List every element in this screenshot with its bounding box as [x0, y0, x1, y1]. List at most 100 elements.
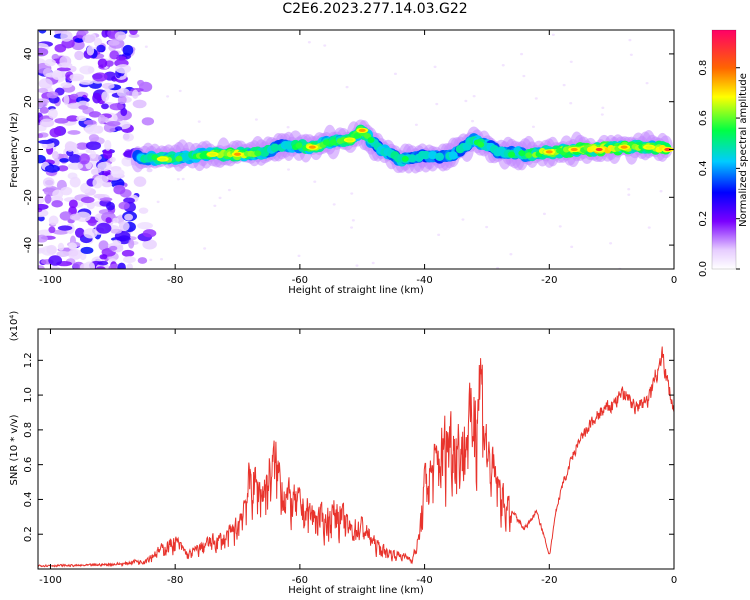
noise-blob [114, 31, 127, 41]
snr-y-ticks: 0.2 0.4 0.6 0.8 1.0 1.2 [23, 352, 674, 542]
trace-blob [448, 151, 458, 160]
noise-blob [38, 87, 49, 94]
noise-blob [112, 217, 119, 224]
noise-blob [122, 132, 134, 142]
y-tick-label: 1.0 [23, 387, 34, 403]
noise-blob [124, 213, 134, 221]
noise-blob [83, 228, 98, 239]
colorbar-label: Normalized spectral amplitude [738, 73, 749, 227]
noise-blob [113, 184, 126, 195]
noise-blob [120, 107, 128, 117]
noise-speck [437, 233, 441, 237]
noise-speck [350, 226, 354, 229]
trace-core [234, 152, 242, 156]
noise-blob [113, 240, 122, 246]
noise-blob [69, 213, 81, 221]
noise-blob [84, 123, 99, 135]
noise-speck [433, 65, 437, 69]
noise-blob [92, 92, 102, 104]
trace-core [620, 145, 628, 149]
noise-blob [38, 265, 45, 269]
noise-blob [88, 111, 102, 118]
noise-blob [83, 261, 96, 269]
noise-blob [101, 181, 113, 188]
trace-core [595, 147, 603, 152]
noise-blob [99, 197, 113, 202]
x-tick-label: 0 [671, 275, 677, 286]
trace-blob [428, 150, 438, 160]
trace-blob [367, 137, 375, 144]
noise-speck [286, 126, 290, 129]
noise-speck [197, 120, 201, 123]
noise-speck [645, 81, 649, 85]
noise-blob [78, 105, 89, 110]
spectrogram-y-axis-label: Frequency (Hz) [9, 112, 20, 188]
noise-speck [166, 95, 170, 98]
x-tick-label: -80 [167, 575, 183, 586]
noise-blob [54, 117, 69, 124]
noise-blob [121, 249, 135, 257]
trace-core [664, 147, 672, 152]
noise-speck [569, 102, 573, 105]
snr-frame [37, 328, 675, 570]
noise-speck [160, 258, 164, 261]
noise-blob [96, 222, 112, 234]
noise-blob [48, 215, 59, 226]
noise-blob [48, 226, 56, 234]
noise-speck [351, 219, 355, 222]
noise-blob [49, 266, 61, 269]
noise-blob [76, 115, 87, 121]
snr-x-ticks: -100 -80 -60 -40 -20 0 [39, 329, 677, 586]
noise-blob [86, 45, 95, 56]
noise-speck [551, 33, 555, 36]
noise-speck [218, 196, 222, 200]
noise-speck [435, 102, 439, 106]
y-tick-label: 40 [23, 48, 34, 61]
noise-speck [601, 106, 605, 110]
noise-blob [52, 229, 69, 235]
noise-speck [522, 74, 526, 78]
noise-blob [132, 99, 147, 109]
trace-blob [284, 141, 294, 150]
trace-core [346, 138, 354, 142]
colorbar-frame [711, 29, 737, 270]
noise-blob [80, 196, 95, 204]
noise-blob [98, 240, 109, 251]
trace-blob [151, 154, 159, 161]
trace-core [159, 157, 167, 161]
noise-blob [69, 93, 79, 100]
noise-blob [82, 34, 96, 44]
noise-blob [105, 202, 115, 211]
noise-blob [102, 148, 113, 160]
noise-blob [92, 177, 103, 189]
noise-speck [627, 188, 631, 191]
noise-blob [146, 168, 153, 173]
trace-blob [435, 152, 445, 161]
noise-blob [123, 256, 136, 264]
noise-speck [628, 38, 632, 42]
y-tick-label: 0 [23, 146, 34, 152]
noise-blob [97, 114, 106, 125]
noise-blob [69, 73, 85, 81]
noise-blob [38, 234, 48, 243]
colorbar: 0.0 0.2 0.4 0.6 0.8 Normalized spectral ampl… [698, 29, 749, 277]
noise-blob [69, 176, 81, 188]
noise-speck [659, 190, 663, 193]
noise-blob [67, 162, 84, 170]
trace-core [358, 128, 366, 132]
colorbar-tick-label: 0.2 [698, 211, 709, 227]
noise-blob [87, 219, 97, 226]
trace-core [308, 145, 316, 149]
noise-blob [74, 227, 85, 238]
x-tick-label: -40 [416, 575, 432, 586]
noise-speck [531, 125, 535, 129]
snr-y-scale-label: (x10⁴) [9, 311, 20, 342]
noise-blob [101, 91, 110, 102]
noise-blob [117, 262, 126, 269]
noise-blob [59, 211, 72, 221]
noise-blob [44, 194, 52, 204]
noise-blob [110, 228, 122, 234]
noise-blob [77, 30, 89, 35]
noise-speck [203, 247, 207, 250]
